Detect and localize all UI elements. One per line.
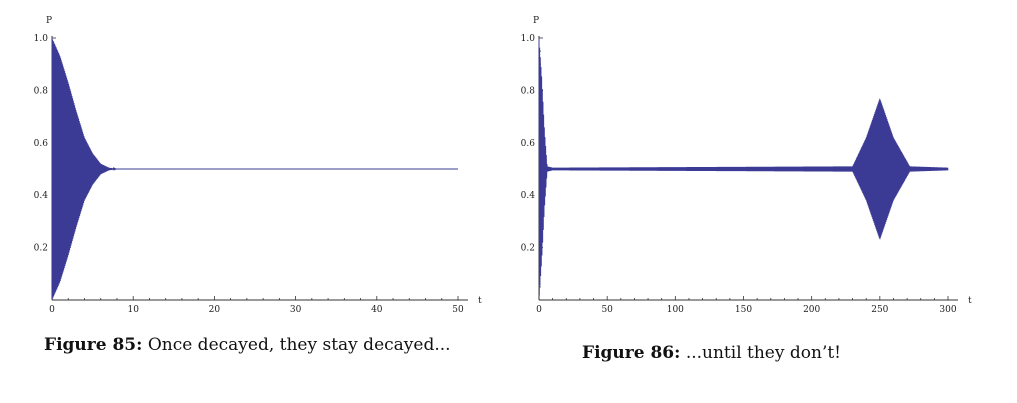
y-tick-label: 0.4 [521,191,536,201]
x-tick-label: 30 [290,305,302,315]
chart-figure-86: 0.2 0.4 0.6 0.8 1.0 0 50 100 150 200 250 300 Pt [521,16,972,315]
y-tick-label: 0.6 [34,139,49,149]
x-tick-label: 20 [209,305,221,315]
x-tick-label: 50 [601,305,613,315]
series-line [51,37,458,300]
y-tick-label: 0.2 [34,244,48,254]
caption-figure-85: Figure 85: Once decayed, they stay decay… [44,332,484,358]
x-axis-label: t [478,296,482,306]
x-tick-label: 300 [939,305,956,315]
caption-text: Once decayed, they stay decayed... [147,335,451,355]
y-axis-label: P [46,16,52,26]
caption-text: ...until they don’t! [685,343,842,363]
y-tick-label: 1.0 [34,34,49,44]
chart-figure-85: 0.2 0.4 0.6 0.8 1.0 0 10 20 30 40 50 Pt [34,16,482,315]
x-tick-label: 150 [735,305,752,315]
x-tick-label: 0 [536,305,542,315]
x-tick-label: 100 [667,305,684,315]
x-axis-label: t [968,296,972,306]
x-tick-label: 40 [371,305,383,315]
y-tick-label: 0.8 [521,86,536,96]
x-tick-label: 250 [871,305,888,315]
series-line [538,37,949,296]
y-axis-label: P [533,16,539,26]
x-tick-label: 10 [127,305,139,315]
y-tick-label: 0.2 [521,244,535,254]
y-tick-label: 0.4 [34,191,49,201]
caption-number: Figure 85: [44,335,143,355]
x-tick-label: 200 [803,305,820,315]
y-tick-label: 1.0 [521,34,536,44]
x-tick-label: 0 [49,305,55,315]
caption-number: Figure 86: [582,343,681,363]
y-tick-label: 0.8 [34,86,49,96]
x-tick-label: 50 [452,305,464,315]
y-tick-label: 0.6 [521,139,536,149]
caption-figure-86: Figure 86: ...until they don’t! [582,340,942,366]
